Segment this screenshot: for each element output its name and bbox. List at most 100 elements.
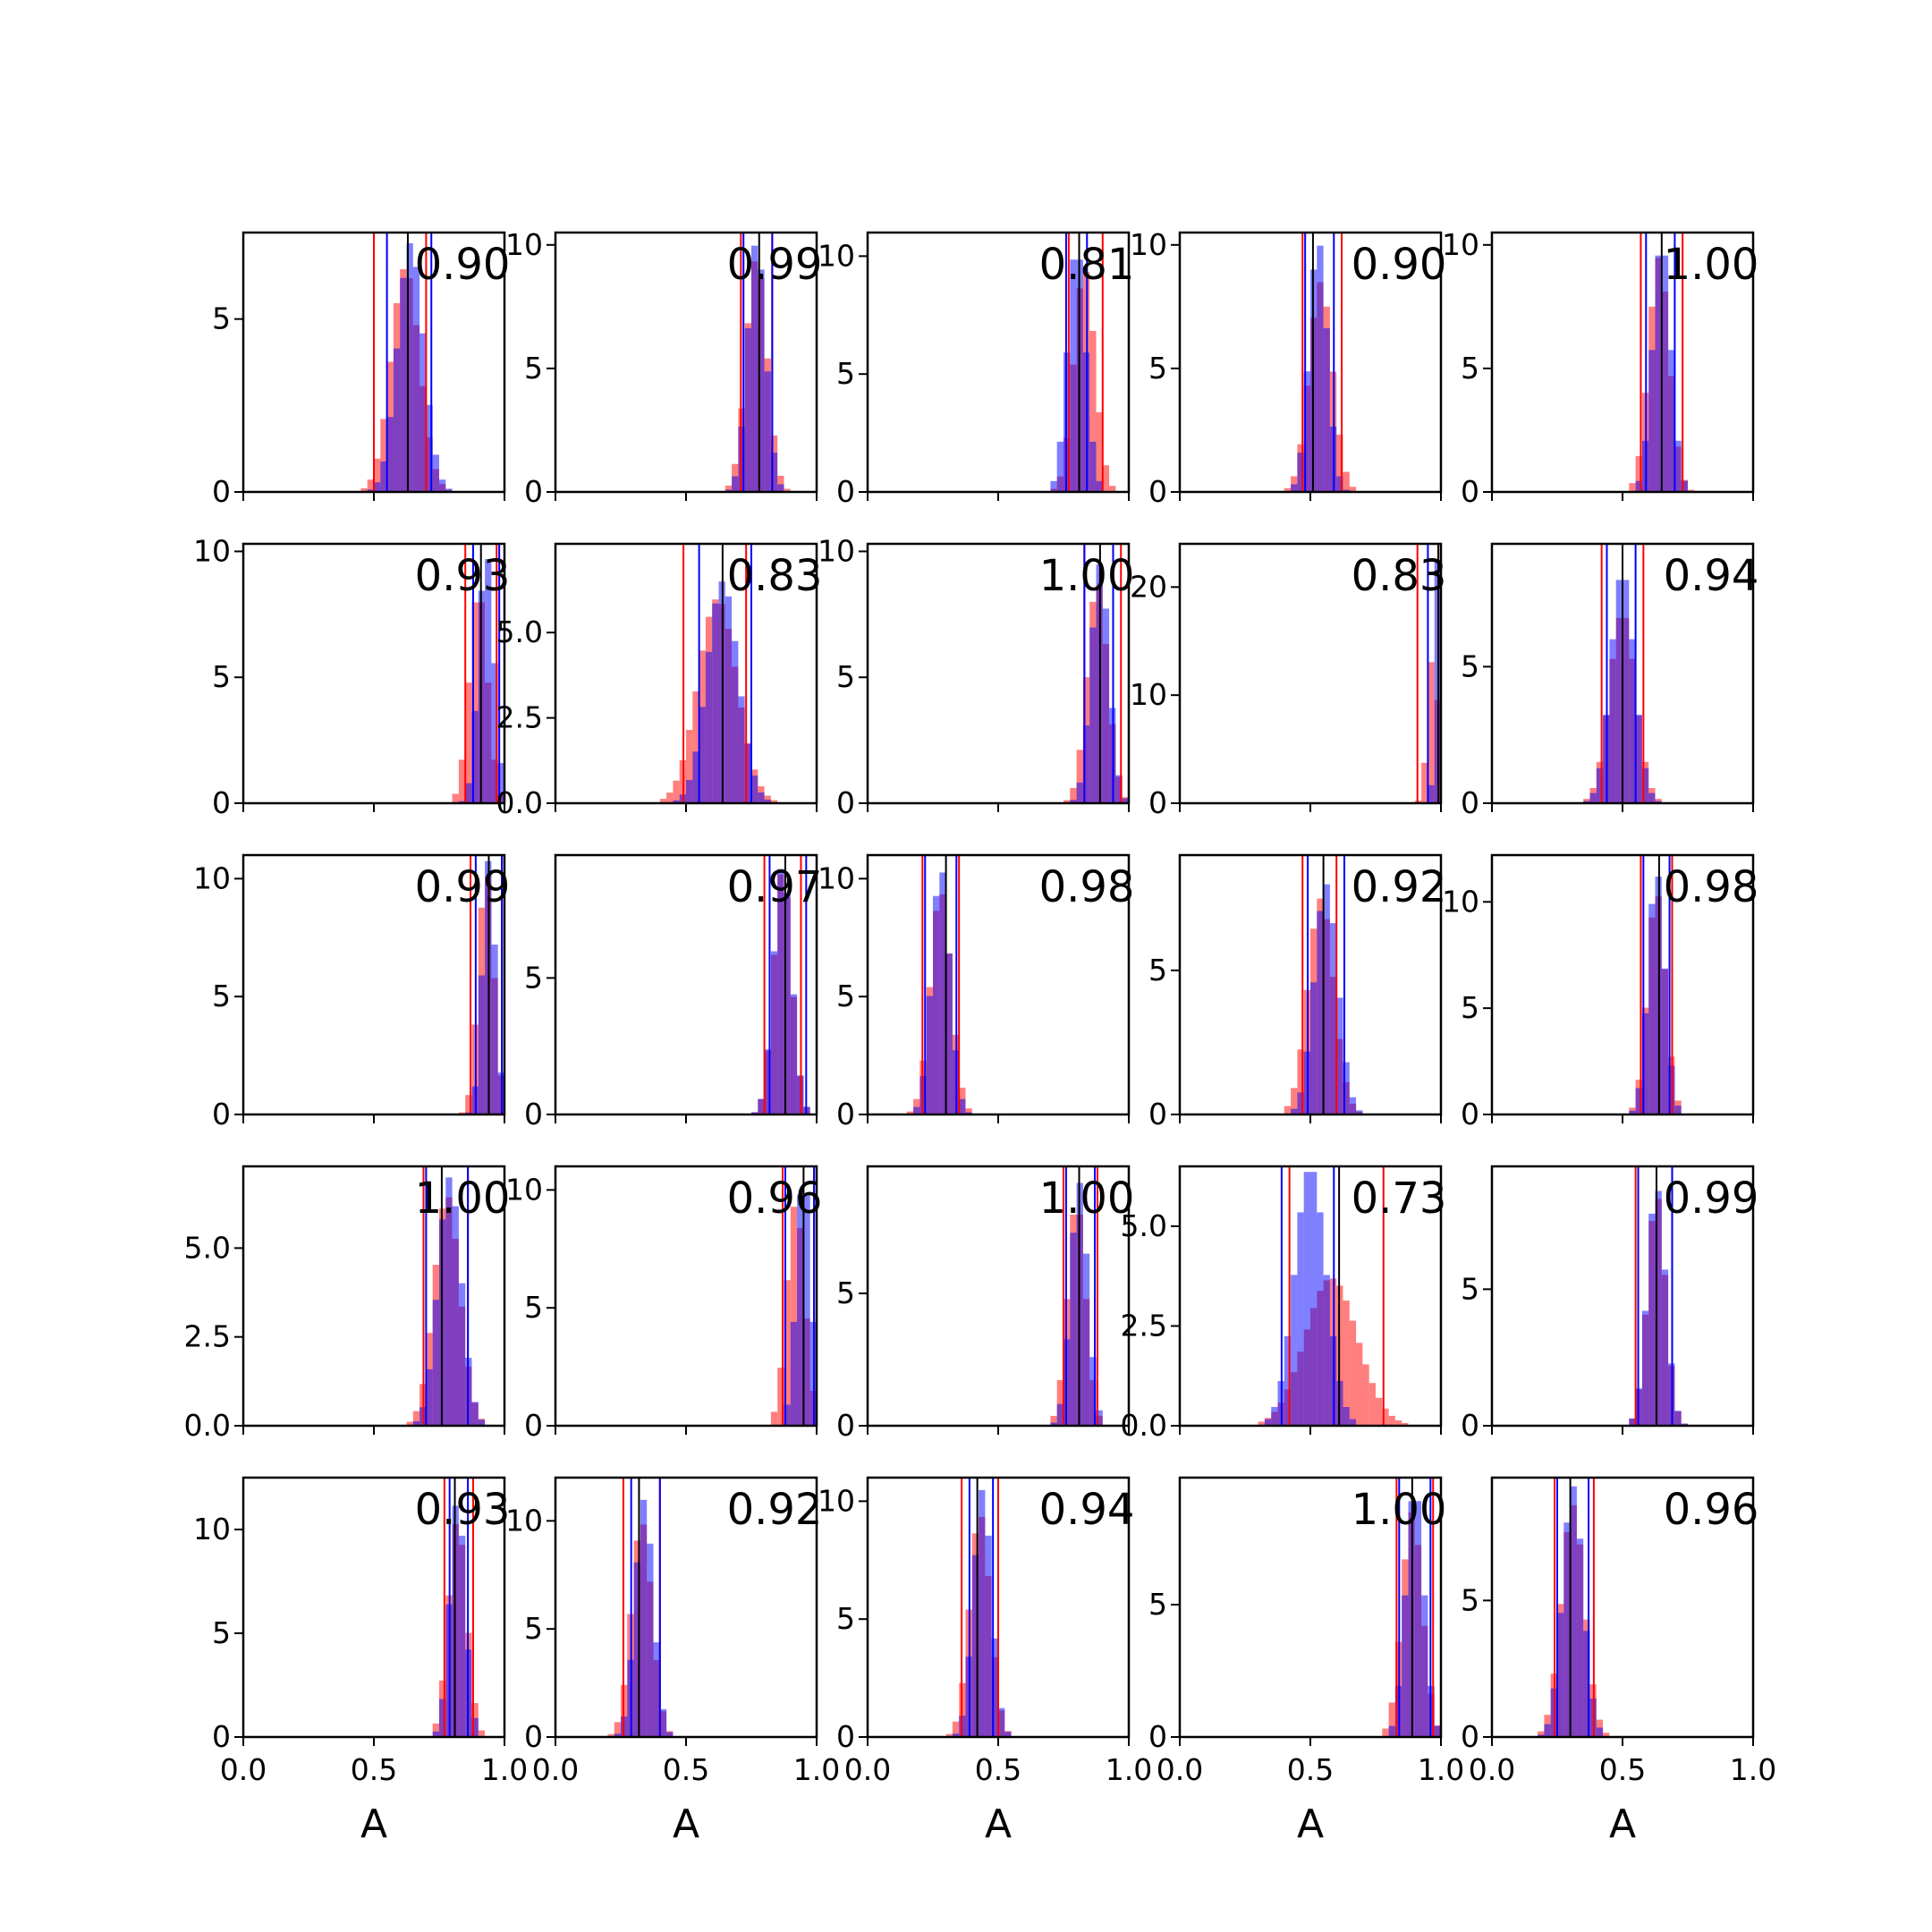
panel-24-blue-bar <box>1570 1486 1577 1737</box>
histogram-panel: 0 5 10 0.96 <box>505 1165 822 1443</box>
panel-4-blue-bar <box>1655 255 1662 492</box>
histogram-panel: 0 5 10 0.0 0.5 1.0 A 0.93 <box>193 1476 528 1847</box>
panel-3-blue-bar <box>1317 245 1324 492</box>
panel-5-y-tick-label: 10 <box>193 533 231 568</box>
panel-5-red-bar <box>458 759 466 803</box>
panel-22-x-tick-label: 1.0 <box>1106 1752 1152 1787</box>
panel-0-red-bar <box>380 419 387 492</box>
panel-6-blue-bar <box>732 640 739 803</box>
panel-15-blue-bar <box>478 1419 486 1426</box>
panel-23-blue-bar <box>1414 1501 1422 1737</box>
panel-2-blue-bar <box>1056 441 1063 492</box>
histogram-panel: 0 5 10 0.81 <box>818 231 1135 509</box>
panel-16-red-bar <box>784 1280 791 1426</box>
panel-13-annotation: 0.92 <box>1352 862 1447 912</box>
panel-4-red-bar <box>1629 483 1636 492</box>
panel-8-blue-bar <box>1428 784 1435 803</box>
panel-5-annotation: 0.93 <box>415 551 511 601</box>
panel-21-red-bar <box>614 1722 621 1737</box>
panel-22-blue-bar <box>991 1638 998 1737</box>
panel-1-y-tick-label: 0 <box>524 474 543 509</box>
panel-6-blue-bar <box>692 751 699 803</box>
panel-12-blue-bar <box>945 953 953 1114</box>
panel-5-blue-bar <box>471 710 479 803</box>
panel-23-x-axis-label: A <box>1297 1801 1324 1847</box>
panel-22-x-tick-label: 0.5 <box>975 1752 1021 1787</box>
panel-11-blue-bar <box>751 1112 758 1114</box>
panel-20-x-axis-label: A <box>360 1801 387 1847</box>
panel-0-y-tick-label: 0 <box>212 474 231 509</box>
panel-13-blue-bar <box>1356 1110 1363 1114</box>
histogram-panel: 0 5 10 0.99 <box>193 853 510 1131</box>
panel-17-blue-bar <box>1089 1357 1097 1426</box>
panel-20-y-tick-label: 5 <box>212 1615 231 1650</box>
histogram-panel: 0 5 0.0 0.5 1.0 A 0.96 <box>1461 1476 1776 1847</box>
panel-13-blue-bar <box>1336 997 1343 1114</box>
panel-14-blue-bar <box>1661 968 1669 1114</box>
panel-18-blue-bar <box>1303 1172 1310 1426</box>
panel-13-blue-bar <box>1310 982 1318 1114</box>
panel-9-blue-bar <box>1589 792 1597 803</box>
panel-20-x-tick-label: 0.5 <box>351 1752 397 1787</box>
panel-8-y-tick-label: 20 <box>1130 569 1167 604</box>
histogram-panel: 0.0 2.5 5.0 1.00 <box>184 1165 510 1443</box>
panel-3-blue-bar <box>1336 476 1343 492</box>
panel-21-blue-bar <box>653 1642 660 1737</box>
panel-7-blue-bar <box>1070 800 1077 803</box>
panel-18-red-bar <box>1388 1415 1395 1426</box>
panel-4-y-tick-label: 10 <box>1442 227 1479 262</box>
panel-11-y-tick-label: 0 <box>524 1097 543 1131</box>
panel-12-y-tick-label: 10 <box>818 860 855 895</box>
panel-16-y-tick-label: 10 <box>505 1172 543 1207</box>
panel-24-x-tick-label: 1.0 <box>1730 1752 1776 1787</box>
panel-20-y-tick-label: 0 <box>212 1719 231 1754</box>
panel-0-blue-bar <box>412 267 420 492</box>
panel-3-blue-bar <box>1303 371 1310 492</box>
panel-12-blue-bar <box>926 996 933 1114</box>
panel-23-y-tick-label: 0 <box>1148 1719 1167 1754</box>
panel-21-blue-bar <box>633 1562 640 1737</box>
panel-3-red-bar <box>1349 487 1357 492</box>
panel-16-blue-bar <box>784 1404 791 1426</box>
panel-22-x-tick-label: 0.0 <box>844 1752 891 1787</box>
panel-24-blue-bar <box>1538 1734 1545 1737</box>
panel-7-blue-bar <box>1082 725 1090 803</box>
histogram-panel: 050.97 <box>524 853 822 1131</box>
panel-20-annotation: 0.93 <box>415 1485 511 1535</box>
panel-4-y-tick-label: 5 <box>1461 351 1479 386</box>
panel-18-red-bar <box>1258 1421 1265 1426</box>
panel-24-x-axis-label: A <box>1609 1801 1636 1847</box>
panel-7-blue-bar <box>1102 608 1110 803</box>
panel-23-y-tick-label: 5 <box>1148 1587 1167 1622</box>
panel-24-blue-bar <box>1583 1631 1590 1737</box>
panel-16-red-bar <box>770 1411 778 1426</box>
panel-7-blue-bar <box>1122 798 1129 803</box>
panel-0-blue-bar <box>439 479 446 492</box>
panel-23-annotation: 1.00 <box>1352 1485 1447 1535</box>
panel-23-red-bar <box>1388 1702 1395 1737</box>
panel-19-blue-bar <box>1648 1213 1656 1426</box>
panel-14-blue-bar <box>1635 1088 1642 1114</box>
histogram-panel: 0 5 10 0.90 <box>1130 227 1446 509</box>
panel-15-blue-bar <box>445 1177 453 1426</box>
panel-24-y-tick-label: 0 <box>1461 1719 1479 1754</box>
histogram-panel: 050.99 <box>1461 1165 1758 1443</box>
panel-20-blue-bar <box>432 1731 439 1737</box>
histogram-panel: 0 5 10 0.99 <box>505 227 822 509</box>
panel-13-red-bar <box>1297 1049 1304 1114</box>
panel-2-annotation: 0.81 <box>1039 240 1135 290</box>
panel-17-y-tick-label: 0 <box>836 1408 855 1443</box>
panel-10-red-bar <box>465 1095 472 1114</box>
panel-14-blue-bar <box>1674 1106 1682 1114</box>
panel-6-blue-bar <box>699 707 706 803</box>
panel-24-red-bar <box>1538 1731 1545 1737</box>
panel-7-red-bar <box>1076 750 1083 803</box>
panel-9-blue-bar <box>1635 715 1642 803</box>
panel-24-blue-bar <box>1596 1727 1604 1737</box>
panel-1-blue-bar <box>744 327 751 492</box>
panel-7-y-tick-label: 10 <box>818 533 855 568</box>
panel-8-y-tick-label: 10 <box>1130 677 1167 712</box>
panel-6-blue-bar <box>705 651 713 803</box>
panel-0-red-bar <box>374 458 381 492</box>
